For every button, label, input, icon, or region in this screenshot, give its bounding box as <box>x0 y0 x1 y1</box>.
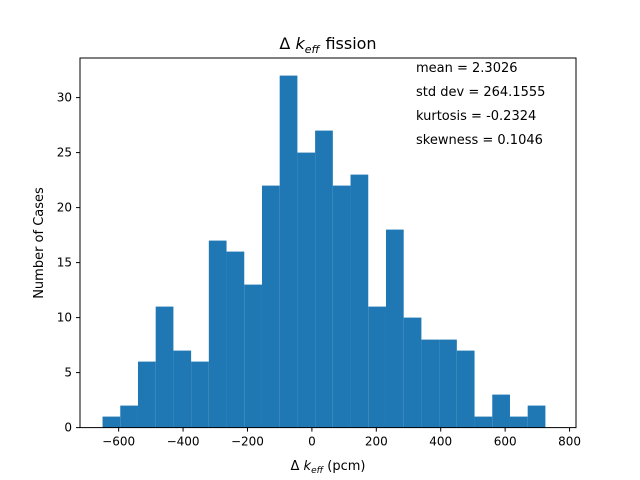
histogram-bar <box>474 416 493 428</box>
histogram-bar <box>226 251 245 428</box>
x-tick-label: −200 <box>231 435 264 449</box>
x-tick-label: 400 <box>429 435 452 449</box>
histogram-bar <box>439 339 457 428</box>
x-tick-label: 800 <box>558 435 581 449</box>
chart-title-prefix: Δ <box>279 34 295 53</box>
x-axis-label-subscript: eff <box>311 466 325 476</box>
histogram-bar <box>492 394 510 428</box>
histogram-bar <box>191 361 209 428</box>
stat-skewness: skewness = 0.1046 <box>416 133 543 148</box>
plot-area-frame <box>79 57 577 429</box>
x-axis-ticks: −600 −400 −200 0 200 400 600 800 <box>102 427 581 449</box>
histogram-bar <box>244 284 262 428</box>
stat-mean: mean = 2.3026 <box>416 61 518 76</box>
histogram-bar <box>421 339 440 428</box>
chart-title-subscript: eff <box>305 43 321 56</box>
histogram-bar <box>261 185 280 428</box>
y-tick-label: 10 <box>57 311 72 325</box>
stat-kurtosis: kurtosis = -0.2324 <box>416 109 536 124</box>
histogram-bar <box>279 75 298 428</box>
y-tick-label: 20 <box>57 201 72 215</box>
histogram-bar <box>208 240 227 428</box>
histogram-bar <box>385 229 404 428</box>
histogram-bar <box>297 152 316 428</box>
x-tick-label: 200 <box>365 435 388 449</box>
x-tick-label: −400 <box>167 435 200 449</box>
histogram-bar <box>155 306 174 428</box>
x-axis-label-prefix: Δ <box>291 459 304 474</box>
x-tick-label: −600 <box>102 435 135 449</box>
chart-title-suffix: fission <box>325 34 376 53</box>
y-tick-label: 15 <box>57 256 72 270</box>
histogram-bar <box>315 130 333 428</box>
y-axis-ticks: 0 5 10 15 20 25 30 <box>57 91 80 435</box>
histogram-bar <box>368 306 386 428</box>
histogram-bar <box>137 361 156 428</box>
histogram-bar <box>527 405 546 428</box>
histogram-bar <box>509 416 528 428</box>
y-tick-label: 0 <box>64 421 72 435</box>
histogram-bar <box>332 185 351 428</box>
histogram-bar <box>102 416 121 428</box>
y-tick-label: 25 <box>57 146 72 160</box>
histogram-bar <box>456 350 475 428</box>
x-tick-label: 0 <box>308 435 316 449</box>
histogram-bars <box>102 75 546 428</box>
histogram-bar <box>403 317 422 428</box>
x-tick-label: 600 <box>494 435 517 449</box>
histogram-bar <box>120 405 138 428</box>
histogram-bar <box>173 350 192 428</box>
x-axis-label: Δ keff (pcm) <box>291 459 366 476</box>
y-tick-label: 30 <box>57 91 72 105</box>
y-tick-label: 5 <box>64 366 72 380</box>
chart-title: Δ keff fission <box>279 34 376 56</box>
histogram-bar <box>350 174 369 428</box>
y-axis-label: Number of Cases <box>32 187 47 299</box>
chart-title-k: k <box>295 34 305 53</box>
x-axis-label-k: k <box>304 459 312 474</box>
stat-std-dev: std dev = 264.1555 <box>416 85 545 100</box>
x-axis-label-suffix: (pcm) <box>323 459 365 474</box>
